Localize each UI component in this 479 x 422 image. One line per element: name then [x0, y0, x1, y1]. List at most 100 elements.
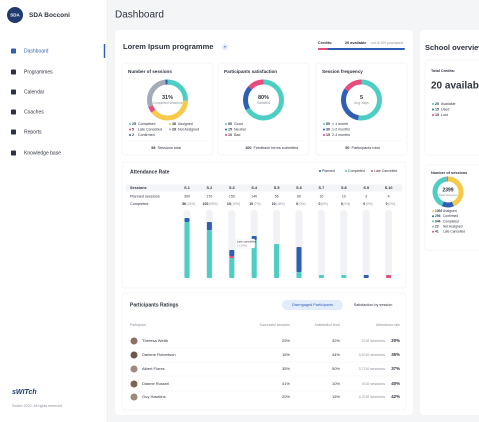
legend-label: < 1 month: [332, 122, 348, 126]
card-title: Number of sessions: [128, 69, 172, 74]
donut-segment: [341, 79, 382, 121]
donut-segment: [147, 79, 188, 121]
legend-label: Late Cancelled: [138, 127, 162, 131]
avatar: [130, 337, 138, 345]
menu-icon: [11, 69, 16, 75]
session-name: S.10: [385, 186, 393, 190]
bar-segment: [318, 275, 324, 278]
copyright: Switch 2022. All rights reserved: [12, 404, 62, 408]
legend-dot: [225, 134, 227, 136]
participant-name: Guy Hawkins: [142, 394, 166, 399]
dropdown-caret: [223, 46, 227, 48]
bar-segment: [184, 222, 190, 278]
legend-value: 28: [172, 127, 176, 131]
card-footer-value: 98: [151, 146, 155, 150]
completed-pct: (59%): [209, 202, 218, 206]
bar-segment: [341, 275, 347, 278]
legend-dot: [432, 220, 434, 223]
legend-value: 22: [435, 224, 439, 228]
legend-dot: [129, 134, 131, 136]
donut-value: 5: [360, 95, 363, 101]
card-footer-label: Sessions total: [158, 146, 182, 150]
donut-segment: [243, 79, 284, 121]
donut-value: 80%: [258, 95, 269, 101]
legend-dot: [129, 128, 131, 131]
completed-pct: (0%): [321, 202, 328, 206]
legend-value: 5: [132, 127, 134, 131]
school-credits-available: 20 available: [431, 81, 479, 92]
menu-item[interactable]: Coaches: [24, 109, 44, 115]
legend-dot: [225, 123, 227, 125]
legend-dot: [432, 230, 434, 233]
attendance-sessions: 3.5/10 sessions: [359, 353, 385, 357]
satisfaction-level: 10%: [332, 381, 340, 386]
tab[interactable]: Disengaged Participants: [292, 303, 333, 307]
session-name: S.5: [274, 186, 280, 190]
avatar: [130, 351, 138, 359]
session-name: S.8: [341, 186, 347, 190]
legend-dot: [432, 114, 434, 116]
legend-label: Good: [234, 122, 243, 126]
footer-logo: sWITch: [12, 389, 37, 396]
bar-track: [362, 210, 370, 278]
successful-sessions: 20%: [282, 394, 290, 399]
bar-segment: [184, 218, 190, 222]
legend-dot: [432, 225, 434, 228]
session-name: S.7: [319, 186, 325, 190]
credits-segment: [318, 48, 328, 50]
completed-count: 10: [272, 202, 276, 206]
completed-pct: (0%): [366, 202, 373, 206]
menu-item[interactable]: Programmes: [24, 69, 53, 75]
attendance-card: [121, 161, 407, 289]
bar-segment: [251, 240, 257, 278]
bar-segment: [229, 256, 235, 258]
completed-count: 100: [203, 202, 209, 206]
bar-segment: [386, 275, 392, 278]
legend-label: 1-2 months: [332, 127, 350, 131]
menu-item[interactable]: Dashboard: [24, 48, 49, 54]
menu-item[interactable]: Knowledge base: [24, 150, 61, 156]
row-label: Sessions: [130, 186, 147, 190]
legend-value: 41: [435, 230, 439, 234]
tab-active[interactable]: [282, 300, 343, 310]
attendance-title: Attendance Rate: [130, 169, 170, 175]
menu-icon: [11, 150, 16, 156]
completed-count: 0: [318, 202, 320, 206]
legend-dot: [169, 128, 171, 131]
annotation-box: [235, 238, 256, 249]
session-name: S.3: [229, 186, 235, 190]
legend-value: 15: [326, 133, 330, 137]
menu-item[interactable]: Calendar: [24, 89, 45, 95]
donut-segment: [432, 176, 464, 208]
successful-sessions: 35%: [282, 366, 290, 371]
completed-pct: (0%): [299, 202, 306, 206]
brand-name: SDA Bocconi: [29, 12, 70, 19]
attendance-rate: 37%: [391, 366, 400, 371]
stat-card: [315, 62, 408, 156]
legend-label: Used: [441, 107, 449, 111]
legend-dot: [323, 123, 325, 125]
completed-count: 0: [341, 202, 343, 206]
planned-count: 10: [342, 194, 346, 198]
legend-dot: [432, 108, 434, 111]
legend-value: 10: [228, 133, 232, 137]
planned-count: 140: [251, 194, 257, 198]
legend-dot: [319, 170, 321, 172]
completed-pct: (19%): [187, 202, 196, 206]
legend-dot: [169, 123, 171, 125]
legend-label: Planned: [322, 169, 335, 173]
sessions-row-bg: [126, 184, 402, 192]
credits-track: [318, 48, 405, 50]
legend-dot: [129, 123, 131, 125]
bar-segment: [296, 272, 302, 278]
menu-icon: [11, 109, 16, 115]
attendance-rate: 20%: [391, 338, 400, 343]
donut-label: Completed sessions: [153, 101, 183, 105]
planned-count: 60: [297, 194, 301, 198]
legend-label: 2-4 months: [332, 133, 350, 137]
tab[interactable]: Satisfaction by session: [354, 303, 393, 307]
menu-item[interactable]: Reports: [24, 129, 42, 135]
completed-count: 0: [296, 202, 298, 206]
planned-count: 4: [388, 194, 390, 198]
participant-name: Darlene Robertson: [142, 352, 176, 357]
